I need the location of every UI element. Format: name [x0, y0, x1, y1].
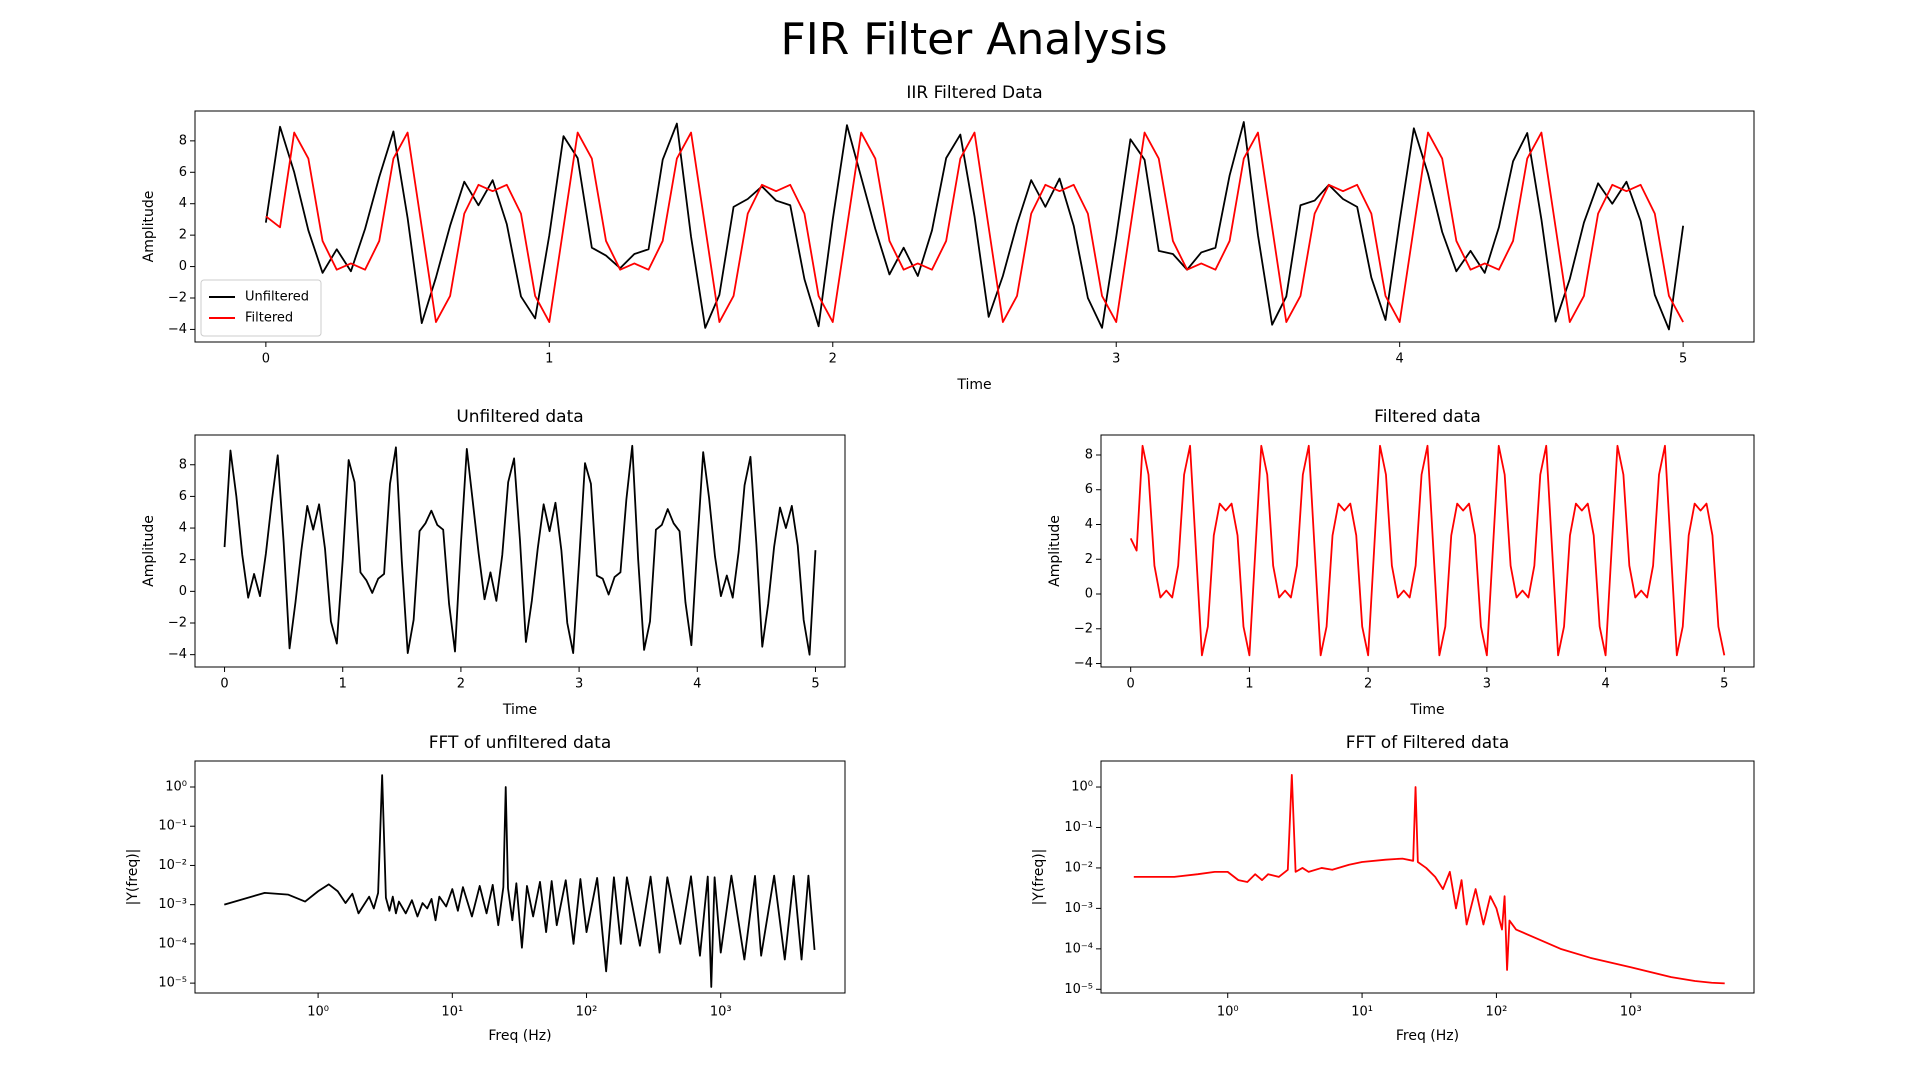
subplot-title: IIR Filtered Data — [906, 83, 1042, 103]
y-tick-label: 0 — [179, 259, 187, 274]
x-tick-label: 4 — [1396, 352, 1404, 367]
x-tick-label: 10² — [576, 1005, 598, 1020]
y-tick-label: 6 — [179, 489, 187, 504]
x-axis-label: Time — [1409, 702, 1444, 718]
x-tick-label: 10¹ — [441, 1005, 463, 1020]
x-tick-label: 10³ — [1620, 1005, 1642, 1020]
y-tick-label: 8 — [179, 457, 187, 472]
y-axis-label: Amplitude — [1047, 515, 1063, 587]
x-tick-label: 10² — [1486, 1005, 1508, 1020]
y-tick-label: −4 — [168, 647, 187, 662]
data-line — [265, 131, 1684, 323]
x-tick-label: 0 — [262, 352, 270, 367]
subplot-title: FFT of Filtered data — [1346, 733, 1510, 753]
x-tick-label: 3 — [1483, 677, 1491, 692]
y-tick-label: 10⁻¹ — [158, 819, 187, 834]
x-tick-label: 2 — [829, 352, 837, 367]
y-tick-label: 10⁻⁵ — [1064, 982, 1093, 997]
y-tick-label: 4 — [179, 196, 187, 211]
subplot: Filtered data Time Amplitude 0 1 2 3 4 5 −4 −2 0 2 4 6… — [1047, 407, 1755, 718]
data-line — [223, 444, 817, 656]
data-line — [224, 774, 816, 988]
x-axis-label: Time — [502, 702, 537, 718]
x-tick-label: 4 — [1601, 677, 1609, 692]
y-tick-label: 4 — [179, 521, 187, 536]
y-tick-label: 2 — [179, 552, 187, 567]
y-tick-label: 0 — [179, 584, 187, 599]
x-axis-label: Time — [956, 377, 991, 393]
x-tick-label: 10¹ — [1351, 1005, 1373, 1020]
subplot-title: Filtered data — [1374, 407, 1481, 427]
data-line — [1129, 444, 1726, 657]
y-tick-label: 10⁻¹ — [1064, 820, 1093, 835]
y-tick-label: −4 — [1074, 656, 1093, 671]
legend-label: Filtered — [245, 311, 293, 326]
y-axis-label: Amplitude — [141, 515, 157, 587]
legend-label: Unfiltered — [245, 290, 309, 305]
x-tick-label: 1 — [1245, 677, 1253, 692]
x-tick-label: 10⁰ — [307, 1005, 329, 1020]
y-tick-label: 6 — [1085, 482, 1093, 497]
y-tick-label: −2 — [168, 291, 187, 306]
subplot-title: FFT of unfiltered data — [429, 733, 612, 753]
y-tick-label: 2 — [1085, 552, 1093, 567]
axes-frame — [1100, 434, 1755, 668]
x-tick-label: 2 — [1364, 677, 1372, 692]
x-tick-label: 10³ — [710, 1005, 732, 1020]
subplot: Unfiltered data Time Amplitude 0 1 2 3 4 5 −4 −2 0 2… — [141, 407, 846, 718]
y-axis-label: |Y(freq)| — [125, 849, 141, 906]
x-tick-label: 4 — [693, 677, 701, 692]
y-tick-label: −2 — [1074, 621, 1093, 636]
x-tick-label: 1 — [545, 352, 553, 367]
data-line — [1133, 773, 1725, 985]
y-tick-label: 10⁻⁴ — [1064, 941, 1093, 956]
y-tick-label: 10⁻⁴ — [158, 936, 187, 951]
y-tick-label: 8 — [1085, 447, 1093, 462]
figure-title: FIR Filter Analysis — [780, 14, 1167, 65]
x-tick-label: 1 — [339, 677, 347, 692]
y-tick-label: 0 — [1085, 587, 1093, 602]
x-tick-label: 10⁰ — [1217, 1005, 1239, 1020]
axes-frame — [194, 110, 1755, 343]
subplot: FFT of unfiltered data Freq (Hz) |Y(freq)|… — [125, 733, 846, 1044]
data-line — [264, 121, 1685, 331]
y-tick-label: 10⁻³ — [1064, 901, 1093, 916]
y-axis-label: Amplitude — [141, 191, 157, 263]
x-tick-label: 0 — [220, 677, 228, 692]
y-tick-label: 6 — [179, 165, 187, 180]
y-axis-label: |Y(freq)| — [1031, 849, 1047, 906]
axes-frame — [194, 760, 846, 994]
y-tick-label: 4 — [1085, 517, 1093, 532]
y-tick-label: −4 — [168, 322, 187, 337]
y-tick-label: 8 — [179, 133, 187, 148]
x-tick-label: 3 — [575, 677, 583, 692]
y-tick-label: 10⁻⁵ — [158, 976, 187, 991]
y-tick-label: 10⁻² — [1064, 860, 1093, 875]
subplot: IIR Filtered Data Time Amplitude 0 1 2 3 4 5 −4 −2… — [141, 83, 1755, 393]
x-tick-label: 3 — [1112, 352, 1120, 367]
x-tick-label: 5 — [1679, 352, 1687, 367]
x-tick-label: 0 — [1127, 677, 1135, 692]
x-tick-label: 5 — [811, 677, 819, 692]
x-axis-label: Freq (Hz) — [488, 1028, 551, 1044]
y-tick-label: −2 — [168, 616, 187, 631]
x-tick-label: 5 — [1720, 677, 1728, 692]
subplot-title: Unfiltered data — [456, 407, 583, 427]
subplot: FFT of Filtered data Freq (Hz) |Y(freq)| 10… — [1031, 733, 1755, 1044]
axes-frame — [1100, 760, 1755, 994]
y-tick-label: 10⁻² — [158, 858, 187, 873]
y-tick-label: 10⁰ — [1071, 780, 1093, 795]
legend-box — [200, 279, 322, 337]
x-axis-label: Freq (Hz) — [1396, 1028, 1459, 1044]
y-tick-label: 10⁻³ — [158, 897, 187, 912]
axes-frame — [194, 434, 846, 668]
y-tick-label: 2 — [179, 228, 187, 243]
x-tick-label: 2 — [457, 677, 465, 692]
y-tick-label: 10⁰ — [165, 779, 187, 794]
